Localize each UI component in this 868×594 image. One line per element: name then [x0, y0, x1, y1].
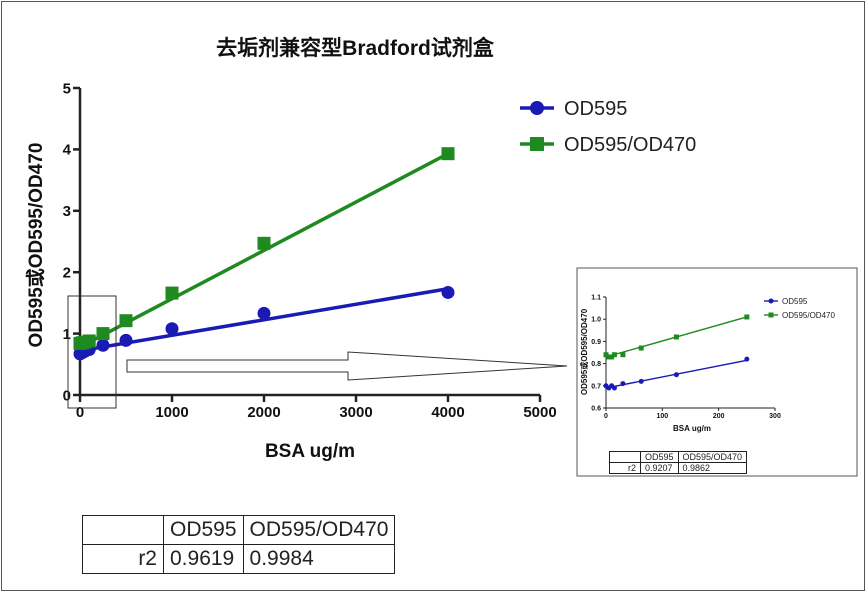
- inset-y-tick-label: 0.8: [591, 361, 601, 368]
- main-ratio-point: [119, 314, 133, 328]
- main-x-axis-label: BSA ug/m: [265, 441, 355, 462]
- inset-y-tick-label: 0.9: [591, 339, 601, 346]
- zoom-region-box: [67, 295, 117, 409]
- main-y-tick-label: 1: [63, 326, 71, 343]
- main-y-axis-label: OD595或OD595/OD470: [24, 143, 47, 348]
- table-row: r2 0.9207 0.9862: [609, 462, 748, 474]
- main-legend-ratio-marker: [530, 137, 544, 151]
- inset-x-tick-label: 0: [604, 413, 608, 420]
- inset-x-tick-label: 300: [769, 413, 781, 420]
- inset-ratio-point: [638, 345, 644, 351]
- main-od595-point: [441, 285, 455, 299]
- inset-ratio-point: [603, 352, 609, 358]
- table-row: OD595 OD595/OD470: [609, 451, 748, 463]
- main-od595-point: [257, 306, 271, 320]
- main-x-tick-label: 5000: [523, 404, 556, 421]
- table-row: r2 0.9619 0.9984: [82, 544, 396, 574]
- table-cell: r2: [82, 544, 164, 574]
- inset-od595-point: [638, 378, 644, 384]
- inset-y-tick-label: 0.6: [591, 405, 601, 412]
- main-x-tick-label: 4000: [431, 404, 464, 421]
- inset-od595-point: [673, 372, 679, 378]
- inset-x-tick-label: 200: [713, 413, 725, 420]
- main-y-tick-label: 4: [63, 142, 72, 159]
- main-x-tick-label: 2000: [247, 404, 280, 421]
- main-ratio-point: [441, 147, 455, 161]
- inset-od595-point: [611, 385, 617, 391]
- inset-ratio-point: [620, 352, 626, 358]
- main-y-tick-label: 0: [63, 387, 71, 404]
- table-header-cell: OD595: [640, 451, 679, 463]
- inset-ratio-point: [611, 352, 617, 358]
- inset-plot-area: 0 100 200 300 0.6 0.7 0.8 0.9 1.0 1.1 OD595 OD595/O…: [591, 294, 835, 420]
- main-legend-ratio-label: OD595/OD470: [564, 134, 696, 156]
- table-header-cell: OD595: [163, 515, 244, 545]
- table-header-cell: [609, 451, 641, 463]
- main-ratio-point: [96, 327, 110, 341]
- main-x-tick-label: 1000: [155, 404, 188, 421]
- inset-x-axis-label: BSA ug/m: [673, 424, 711, 433]
- main-ratio-fit-line: [79, 152, 449, 349]
- main-od595-point: [119, 333, 133, 347]
- inset-legend-od595-marker: [768, 298, 774, 304]
- main-ratio-point: [165, 286, 179, 300]
- inset-ratio-point: [744, 314, 750, 320]
- inset-y-tick-label: 1.1: [591, 294, 601, 301]
- inset-y-tick-label: 0.7: [591, 383, 601, 390]
- main-y-tick-label: 2: [63, 264, 71, 281]
- main-x-tick-label: 3000: [339, 404, 372, 421]
- inset-ratio-point: [606, 354, 612, 360]
- table-cell: 0.9984: [242, 544, 396, 574]
- zoom-arrow: [126, 351, 568, 381]
- main-od595-point: [165, 322, 179, 336]
- table-cell: 0.9619: [163, 544, 244, 574]
- inset-legend-od595-label: OD595: [782, 297, 808, 306]
- inset-legend-ratio-marker: [768, 312, 774, 318]
- inset-y-tick-label: 1.0: [591, 317, 601, 324]
- inset-od595-point: [620, 381, 626, 387]
- inset-ratio-point: [673, 334, 679, 340]
- chart-title: 去垢剂兼容型Bradford试剂盒: [216, 36, 495, 60]
- table-cell: r2: [609, 462, 641, 474]
- inset-legend-ratio-label: OD595/OD470: [782, 311, 835, 320]
- table-header-cell: OD595/OD470: [677, 451, 748, 463]
- inset-y-axis-label: OD595或OD595/OD470: [579, 308, 589, 395]
- inset-od595-point: [744, 356, 750, 362]
- inset-r2-table: OD595 OD595/OD470 r2 0.9207 0.9862: [609, 451, 748, 474]
- table-cell: 0.9207: [640, 462, 679, 474]
- inset-ratio-point: [609, 354, 615, 360]
- inset-x-tick-label: 100: [656, 413, 668, 420]
- main-x-tick-label: 0: [76, 404, 84, 421]
- table-header-cell: [82, 515, 164, 545]
- main-r2-table: OD595 OD595/OD470 r2 0.9619 0.9984: [82, 515, 396, 574]
- main-legend-od595-label: OD595: [564, 98, 627, 120]
- table-row: OD595 OD595/OD470: [82, 515, 396, 545]
- main-plot-area: 0 1000 2000 3000 4000 5000012345OD595OD595/OD…: [63, 80, 697, 421]
- main-legend-od595-marker: [530, 101, 544, 115]
- inset-frame: [576, 267, 858, 477]
- table-cell: 0.9862: [677, 462, 748, 474]
- table-header-cell: OD595/OD470: [242, 515, 396, 545]
- main-y-tick-label: 5: [63, 80, 71, 97]
- main-od595-point: [96, 338, 110, 352]
- main-ratio-point: [82, 334, 96, 348]
- main-ratio-point: [257, 236, 271, 250]
- main-y-tick-label: 3: [63, 203, 71, 220]
